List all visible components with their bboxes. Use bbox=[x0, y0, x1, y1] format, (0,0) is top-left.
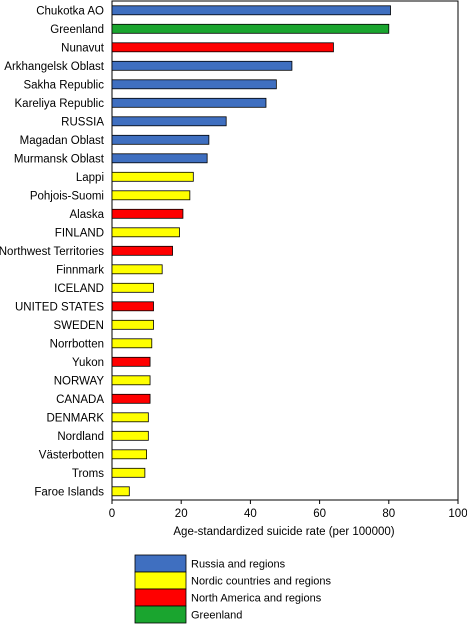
bar-sweden bbox=[111, 319, 154, 330]
bar-troms bbox=[111, 467, 146, 478]
bar-norway bbox=[111, 375, 151, 386]
category-label: Lappi bbox=[76, 172, 104, 184]
bar-iceland bbox=[111, 282, 154, 293]
category-label: Yukon bbox=[72, 357, 104, 369]
category-label: NORWAY bbox=[54, 375, 105, 387]
x-tick-label: 80 bbox=[382, 508, 395, 520]
bar-yukon bbox=[111, 356, 151, 367]
category-label: Arkhangelsk Oblast bbox=[4, 61, 105, 73]
category-label: Northwest Territories bbox=[0, 246, 104, 258]
category-label: Pohjois-Suomi bbox=[30, 190, 104, 202]
legend: Russia and regions Nordic countries and r… bbox=[134, 554, 332, 624]
category-label: Sakha Republic bbox=[23, 79, 104, 91]
bar-northwest-territories bbox=[111, 245, 173, 256]
bar-sakha-republic bbox=[111, 79, 277, 90]
bar-v-sterbotten bbox=[111, 449, 147, 460]
legend-label-northamerica: North America and regions bbox=[191, 593, 322, 605]
bar-nordland bbox=[111, 430, 149, 441]
x-axis-title: Age-standardized suicide rate (per 10000… bbox=[173, 526, 394, 538]
category-label: RUSSIA bbox=[61, 116, 104, 128]
bar-murmansk-oblast bbox=[111, 153, 208, 164]
category-label: SWEDEN bbox=[54, 320, 104, 332]
bar-magadan-oblast bbox=[111, 134, 210, 145]
x-tick-label: 20 bbox=[175, 508, 188, 520]
category-label: Alaska bbox=[69, 209, 104, 221]
category-label: FINLAND bbox=[55, 227, 104, 239]
legend-swatch-greenland bbox=[134, 605, 187, 624]
x-tick-label: 100 bbox=[448, 508, 467, 520]
legend-swatch-nordic bbox=[134, 571, 187, 590]
category-label: DENMARK bbox=[46, 412, 104, 424]
category-label: Norrbotten bbox=[50, 338, 104, 350]
category-label: Murmansk Oblast bbox=[14, 153, 105, 165]
bar-nunavut bbox=[111, 42, 334, 53]
category-label: Kareliya Republic bbox=[15, 98, 105, 110]
bar-denmark bbox=[111, 412, 149, 423]
x-tick-label: 40 bbox=[244, 508, 257, 520]
legend-label-greenland: Greenland bbox=[191, 610, 242, 622]
bar-finnmark bbox=[111, 264, 163, 275]
legend-label-nordic: Nordic countries and regions bbox=[191, 576, 332, 588]
category-label: UNITED STATES bbox=[15, 301, 104, 313]
x-tick-label: 0 bbox=[109, 508, 115, 520]
bar-alaska bbox=[111, 208, 184, 219]
category-label: ICELAND bbox=[54, 283, 104, 295]
category-label: Nordland bbox=[57, 431, 104, 443]
bar-united-states bbox=[111, 301, 154, 312]
category-label: Chukotka AO bbox=[36, 5, 104, 17]
bar-lappi bbox=[111, 171, 194, 182]
category-label: Troms bbox=[72, 468, 104, 480]
plot-area: Chukotka AO Greenland Nunavut Arkhangelsk O… bbox=[0, 0, 467, 520]
bar-pohjois-suomi bbox=[111, 190, 191, 201]
bar-greenland bbox=[111, 23, 390, 34]
category-label: Finnmark bbox=[56, 264, 104, 276]
x-tick-label: 60 bbox=[313, 508, 326, 520]
bar-chukotka-ao bbox=[111, 5, 391, 16]
bar-faroe-islands bbox=[111, 486, 130, 497]
legend-label-russia: Russia and regions bbox=[191, 559, 286, 571]
category-label: Greenland bbox=[50, 24, 104, 36]
bar-arkhangelsk-oblast bbox=[111, 60, 293, 71]
category-label: Västerbotten bbox=[39, 449, 104, 461]
bar-russia bbox=[111, 116, 227, 127]
category-label: Magadan Oblast bbox=[20, 135, 105, 147]
category-label: Faroe Islands bbox=[34, 486, 104, 498]
bar-finland bbox=[111, 227, 180, 238]
bar-kareliya-republic bbox=[111, 97, 267, 108]
bar-norrbotten bbox=[111, 338, 153, 349]
bar-canada bbox=[111, 393, 151, 404]
legend-swatch-russia bbox=[134, 554, 187, 573]
category-label: CANADA bbox=[56, 394, 104, 406]
category-label: Nunavut bbox=[61, 42, 105, 54]
legend-swatch-northamerica bbox=[134, 588, 187, 607]
